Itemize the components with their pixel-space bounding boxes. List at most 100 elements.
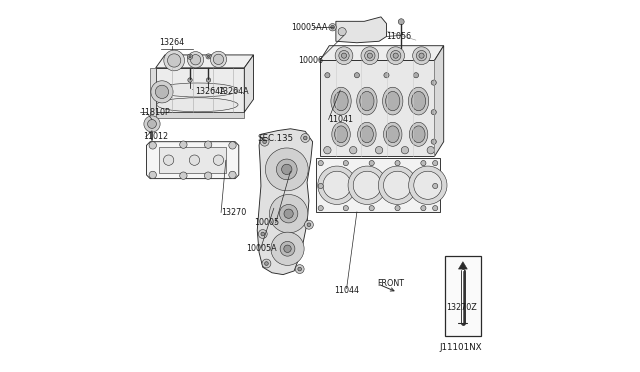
Ellipse shape xyxy=(412,92,426,111)
Circle shape xyxy=(433,183,438,189)
Polygon shape xyxy=(150,112,244,118)
Circle shape xyxy=(349,147,357,154)
Polygon shape xyxy=(159,147,226,173)
Circle shape xyxy=(376,147,383,154)
Circle shape xyxy=(433,161,438,166)
Circle shape xyxy=(307,223,311,227)
Text: 10005: 10005 xyxy=(254,218,280,227)
Circle shape xyxy=(303,136,307,140)
Circle shape xyxy=(338,28,346,36)
Text: 11012: 11012 xyxy=(143,132,168,141)
Bar xyxy=(445,256,481,336)
Circle shape xyxy=(284,245,291,253)
Circle shape xyxy=(414,171,442,199)
Circle shape xyxy=(348,166,387,205)
Polygon shape xyxy=(435,46,444,157)
Polygon shape xyxy=(316,158,440,212)
Circle shape xyxy=(318,183,323,189)
Circle shape xyxy=(353,171,381,199)
Polygon shape xyxy=(320,61,435,157)
Circle shape xyxy=(189,56,191,58)
Circle shape xyxy=(295,264,304,273)
Text: 13264: 13264 xyxy=(159,38,184,47)
Circle shape xyxy=(180,172,187,179)
Circle shape xyxy=(191,55,201,65)
Text: 13264A: 13264A xyxy=(218,87,248,96)
Circle shape xyxy=(260,137,269,146)
Circle shape xyxy=(206,78,211,82)
Polygon shape xyxy=(150,68,156,118)
Circle shape xyxy=(361,47,379,64)
Text: SEC.135: SEC.135 xyxy=(257,134,293,143)
Ellipse shape xyxy=(356,87,377,115)
Circle shape xyxy=(211,51,227,67)
Circle shape xyxy=(204,172,212,179)
Polygon shape xyxy=(156,55,253,68)
Circle shape xyxy=(390,51,401,61)
Circle shape xyxy=(355,73,360,78)
Circle shape xyxy=(156,85,168,99)
Circle shape xyxy=(188,78,192,82)
Circle shape xyxy=(383,171,412,199)
Circle shape xyxy=(276,159,297,180)
Ellipse shape xyxy=(358,122,376,146)
Circle shape xyxy=(420,206,426,211)
Circle shape xyxy=(395,161,400,166)
Circle shape xyxy=(323,171,351,199)
Circle shape xyxy=(151,81,173,103)
Circle shape xyxy=(318,161,323,166)
Circle shape xyxy=(413,73,419,78)
Circle shape xyxy=(395,206,400,211)
Circle shape xyxy=(431,80,436,85)
Circle shape xyxy=(324,73,330,78)
Text: 11044: 11044 xyxy=(334,286,359,295)
Circle shape xyxy=(301,134,310,142)
Ellipse shape xyxy=(410,122,428,146)
Circle shape xyxy=(261,232,264,236)
Circle shape xyxy=(168,54,181,67)
Circle shape xyxy=(229,171,236,179)
Circle shape xyxy=(420,161,426,166)
Ellipse shape xyxy=(360,126,373,143)
Ellipse shape xyxy=(383,122,402,146)
Circle shape xyxy=(329,23,336,31)
Circle shape xyxy=(269,195,308,233)
Circle shape xyxy=(271,232,304,265)
Circle shape xyxy=(343,161,348,166)
Ellipse shape xyxy=(334,92,348,111)
Text: 11056: 11056 xyxy=(387,32,412,41)
Text: 13264A: 13264A xyxy=(196,87,226,96)
Polygon shape xyxy=(257,129,312,275)
Circle shape xyxy=(264,262,268,265)
Circle shape xyxy=(318,166,356,205)
Circle shape xyxy=(149,142,156,149)
Circle shape xyxy=(188,52,204,68)
Circle shape xyxy=(280,205,298,223)
Circle shape xyxy=(398,19,404,25)
Circle shape xyxy=(408,166,447,205)
Circle shape xyxy=(369,206,374,211)
Circle shape xyxy=(284,209,293,218)
Circle shape xyxy=(367,53,372,58)
Ellipse shape xyxy=(383,87,403,115)
Text: 10005AA: 10005AA xyxy=(291,23,328,32)
Circle shape xyxy=(213,54,223,64)
Circle shape xyxy=(393,53,398,58)
Circle shape xyxy=(259,230,268,238)
Ellipse shape xyxy=(157,98,238,112)
Ellipse shape xyxy=(412,126,425,143)
Circle shape xyxy=(384,73,389,78)
Circle shape xyxy=(206,54,211,59)
Text: 10006: 10006 xyxy=(298,56,323,65)
Circle shape xyxy=(204,141,212,148)
Circle shape xyxy=(148,119,156,128)
Circle shape xyxy=(401,147,408,154)
Circle shape xyxy=(431,110,436,115)
Circle shape xyxy=(318,206,323,211)
Ellipse shape xyxy=(408,87,429,115)
Circle shape xyxy=(324,147,331,154)
Circle shape xyxy=(188,54,193,60)
Circle shape xyxy=(163,155,174,165)
Polygon shape xyxy=(147,142,239,179)
Circle shape xyxy=(164,50,184,71)
